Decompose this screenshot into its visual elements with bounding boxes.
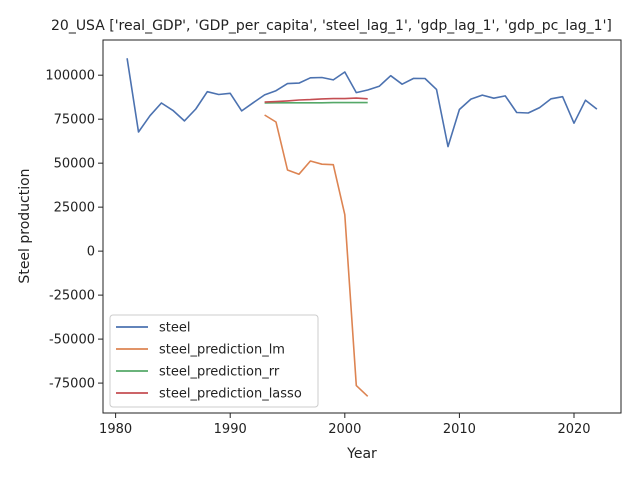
y-tick-label: -25000 bbox=[49, 289, 95, 304]
legend-label: steel bbox=[159, 321, 190, 336]
y-tick-label: 100000 bbox=[45, 69, 95, 84]
x-tick-label: 2000 bbox=[328, 422, 361, 437]
y-tick-label: 50000 bbox=[54, 157, 95, 172]
series-line-steel-prediction-lm bbox=[264, 114, 369, 397]
x-axis-label: Year bbox=[346, 446, 377, 462]
series-line-steel-prediction-lasso bbox=[264, 97, 368, 103]
y-tick-label: 25000 bbox=[54, 201, 95, 216]
legend-label: steel_prediction_lasso bbox=[159, 387, 302, 402]
y-tick-label: -75000 bbox=[49, 377, 95, 392]
y-axis-label: Steel production bbox=[17, 168, 33, 283]
plot-frame bbox=[102, 39, 622, 414]
chart-title: 20_USA ['real_GDP', 'GDP_per_capita', 's… bbox=[51, 18, 612, 34]
legend: steel steel_prediction_lm steel_prediction… bbox=[109, 314, 319, 408]
x-axis: 1980 1990 2000 2010 2020 bbox=[99, 413, 591, 437]
x-tick-label: 1990 bbox=[214, 422, 247, 437]
y-axis: -75000 -50000 -25000 0 25000 50000 75000 100000 bbox=[45, 69, 103, 392]
legend-label: steel_prediction_rr bbox=[159, 365, 280, 380]
y-tick-label: 75000 bbox=[54, 113, 95, 128]
legend-box bbox=[109, 314, 319, 408]
x-tick-label: 1980 bbox=[99, 422, 132, 437]
x-tick-label: 2020 bbox=[557, 422, 590, 437]
legend-label: steel_prediction_lm bbox=[159, 343, 285, 358]
y-tick-label: 0 bbox=[87, 245, 95, 260]
y-tick-label: -50000 bbox=[49, 333, 95, 348]
x-tick-label: 2010 bbox=[443, 422, 476, 437]
series-layer bbox=[126, 58, 598, 397]
series-line-steel bbox=[126, 58, 598, 148]
